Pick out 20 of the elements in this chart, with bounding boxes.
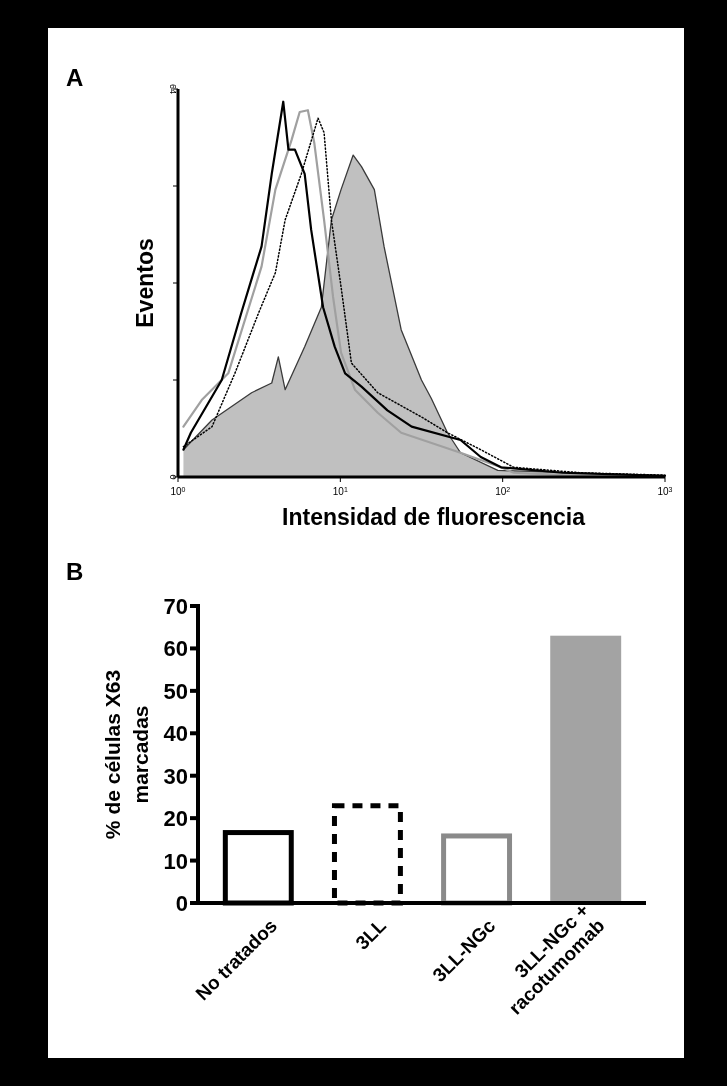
y-tick-label: 50 (163, 678, 188, 704)
x-tick-label: 10$^{1}$ (332, 485, 348, 497)
x-tick-label: 10$^{2}$ (495, 485, 511, 497)
y-tick-label: 20 (163, 806, 188, 832)
x-tick-label: 10$^{3}$ (657, 485, 673, 497)
chart-title: A (66, 64, 84, 91)
y-tick-label: 40 (163, 721, 188, 747)
y-tick-label: 0 (175, 891, 188, 916)
y-tick-label: 64 (168, 83, 178, 95)
y-axis-title: Eventos (132, 238, 158, 328)
chart-title: B (66, 558, 84, 585)
y-axis-title: % de células X63 marcadas (101, 669, 152, 840)
x-tick-label: 3LL (351, 914, 391, 954)
y-tick-label: 30 (163, 763, 188, 789)
y-tick-label: 10 (163, 848, 188, 874)
y-tick-label: 60 (163, 636, 188, 662)
x-axis-title: Intensidad de fluorescencia (282, 504, 586, 530)
y-tick-label: 70 (163, 594, 188, 619)
x-tick-label: 10$^{0}$ (170, 485, 186, 497)
y-tick-label: 0 (168, 474, 178, 480)
